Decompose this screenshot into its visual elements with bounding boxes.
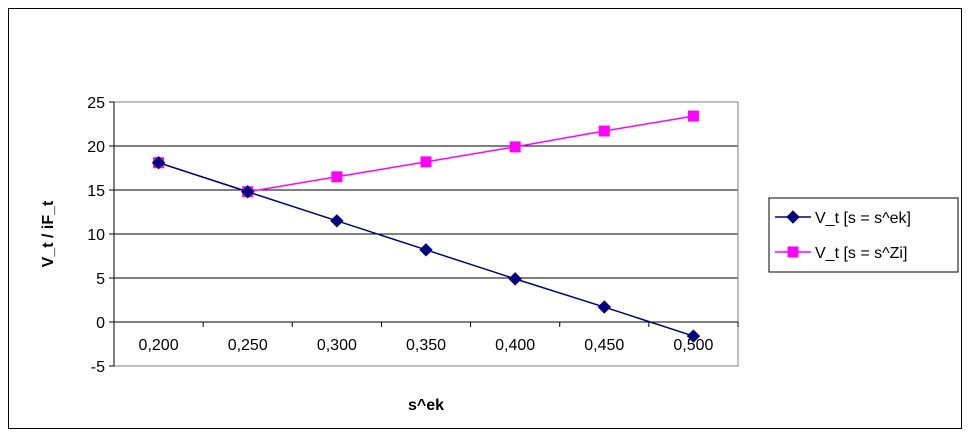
data-point	[241, 185, 255, 199]
x-tick-label: 0,250	[228, 337, 268, 354]
series-2	[153, 110, 699, 198]
data-point	[331, 171, 343, 183]
x-tick-label: 0,200	[139, 337, 179, 354]
data-point	[508, 272, 522, 286]
data-point	[419, 243, 433, 257]
legend-box	[768, 197, 959, 273]
legend-items: V_t [s = s^ek] V_t [s = s^Zi]	[775, 210, 911, 262]
legend-label: V_t [s = s^Zi]	[815, 245, 907, 262]
x-tick-label: 0,400	[495, 337, 535, 354]
legend-marker	[786, 210, 800, 224]
series-line	[158, 115, 694, 193]
data-point	[597, 300, 611, 314]
y-tick-label: -5	[91, 359, 105, 376]
y-tick-labels: -5 0 5 10 15 20 25	[87, 95, 105, 376]
series-layer	[151, 110, 701, 343]
x-tick-label: 0,350	[406, 337, 446, 354]
x-axis-title: s^ek	[408, 397, 444, 414]
y-tick-label: 10	[87, 227, 105, 244]
x-tick-label: 0,450	[584, 337, 624, 354]
series-1	[151, 156, 701, 343]
legend-item: V_t [s = s^ek]	[775, 210, 911, 227]
legend-item: V_t [s = s^Zi]	[775, 245, 907, 262]
y-tick-label: 20	[87, 139, 105, 156]
data-point	[686, 329, 701, 343]
legend-marker	[787, 246, 799, 258]
y-tick-label: 5	[96, 271, 105, 288]
data-point	[330, 214, 344, 228]
data-point	[687, 110, 699, 122]
y-tick-label: 25	[87, 95, 105, 112]
y-tick-label: 0	[96, 315, 105, 332]
x-tick-label: 0,300	[317, 337, 357, 354]
data-point	[151, 156, 166, 170]
data-point	[598, 125, 610, 137]
x-tick-label: 0,500	[673, 337, 713, 354]
gridlines	[114, 101, 738, 367]
data-point	[509, 141, 521, 153]
legend-label: V_t [s = s^ek]	[815, 210, 911, 227]
data-point	[420, 156, 432, 168]
legend: V_t [s = s^ek] V_t [s = s^Zi]	[768, 197, 959, 273]
y-tick-label: 15	[87, 183, 105, 200]
y-axis-title: V_t / iF_t	[40, 200, 57, 267]
axes	[109, 101, 739, 367]
x-tick-labels: 0,200 0,250 0,300 0,350 0,400 0,450 0,500	[139, 337, 714, 354]
